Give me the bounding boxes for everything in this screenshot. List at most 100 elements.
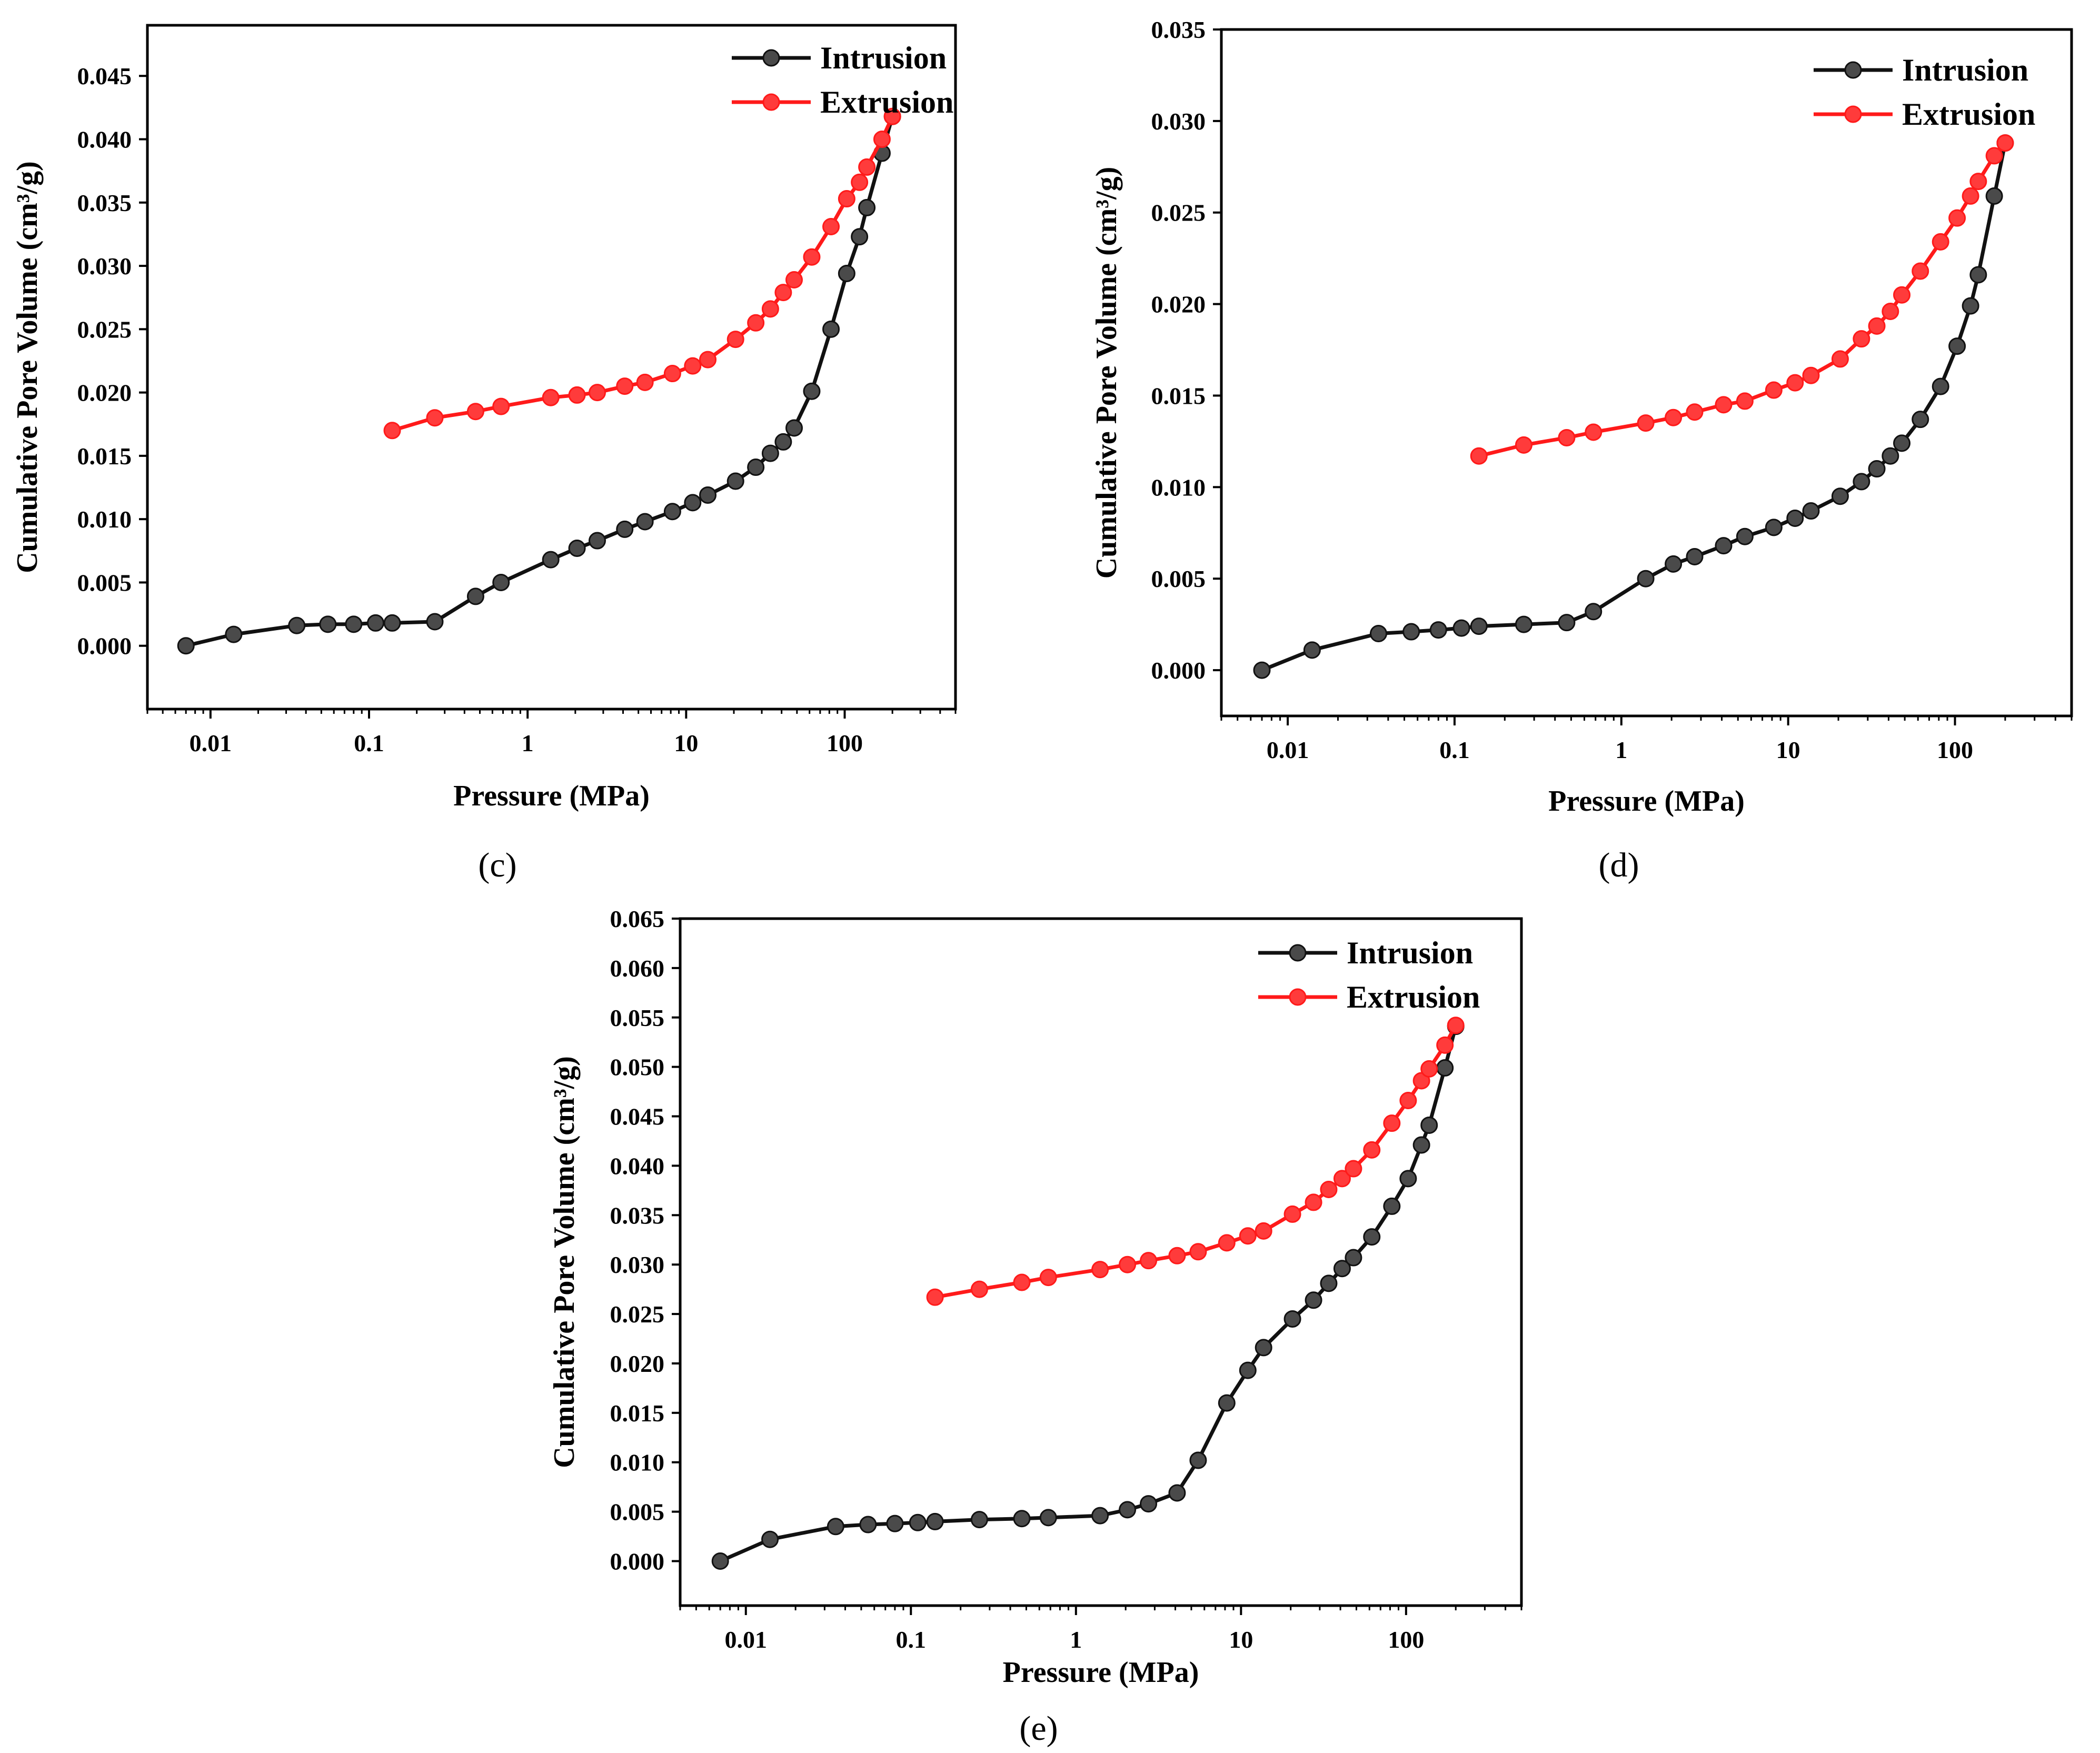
intrusion-point xyxy=(1091,1507,1109,1525)
intrusion-point xyxy=(711,1552,729,1570)
intrusion-point xyxy=(1948,337,1966,355)
y-tick-label: 0.015 xyxy=(77,443,132,470)
intrusion-point xyxy=(726,472,744,490)
intrusion-point xyxy=(1882,447,1899,465)
x-tick-label: 10 xyxy=(674,730,698,756)
x-axis-label: Pressure (MPa) xyxy=(453,780,650,812)
intrusion-point xyxy=(1736,527,1754,545)
extrusion-point xyxy=(616,377,634,395)
extrusion-point xyxy=(542,389,560,406)
intrusion-point xyxy=(1218,1394,1236,1412)
extrusion-point xyxy=(1765,381,1783,399)
y-tick-label: 0.000 xyxy=(1151,657,1206,684)
y-tick-label: 0.030 xyxy=(1151,108,1206,135)
extrusion-point xyxy=(1802,366,1820,384)
extrusion-point xyxy=(684,357,702,375)
extrusion-point xyxy=(1786,374,1804,392)
chart-panel-d: 0.000 0.005 0.010 0.015 0.020 0.025 0.030 0.035… xyxy=(1090,16,2073,884)
intrusion-point xyxy=(909,1513,927,1531)
extrusion-point xyxy=(1831,350,1849,368)
extrusion-point xyxy=(492,397,510,415)
intrusion-point xyxy=(1402,623,1420,641)
intrusion-point xyxy=(1686,547,1704,565)
extrusion-point xyxy=(1320,1180,1338,1198)
plot-frame xyxy=(1220,28,2073,718)
x-tick-label: 0.1 xyxy=(354,730,384,756)
intrusion-point xyxy=(838,264,855,282)
extrusion-point xyxy=(785,271,803,289)
x-tick-label: 100 xyxy=(827,730,863,756)
y-tick-label: 0.020 xyxy=(1151,291,1206,318)
legend-intrusion-label: Intrusion xyxy=(820,41,947,75)
intrusion-point xyxy=(1255,1339,1272,1357)
intrusion-point xyxy=(366,614,384,632)
intrusion-point xyxy=(1786,509,1804,527)
intrusion-point xyxy=(886,1515,904,1532)
intrusion-point xyxy=(588,532,606,550)
extrusion-point xyxy=(1333,1170,1351,1188)
extrusion-point xyxy=(1686,403,1704,421)
extrusion-point xyxy=(1255,1222,1272,1240)
intrusion-point xyxy=(970,1511,988,1529)
extrusion-point xyxy=(1345,1160,1362,1178)
y-axis-label: Cumulative Pore Volume (cm³/g) xyxy=(1090,167,1123,579)
legend-extrusion-marker xyxy=(1844,105,1862,123)
extrusion-point xyxy=(1447,1017,1465,1034)
legend-extrusion-label: Extrusion xyxy=(1347,980,1480,1014)
extrusion-point xyxy=(858,158,876,176)
intrusion-point xyxy=(859,1516,877,1533)
intrusion-point xyxy=(1853,473,1870,491)
extrusion-point xyxy=(1893,286,1911,304)
intrusion-point xyxy=(177,637,195,655)
extrusion-point xyxy=(588,384,606,402)
intrusion-point xyxy=(1436,1059,1454,1077)
extrusion-point xyxy=(636,373,654,391)
extrusion-point xyxy=(1637,414,1655,432)
extrusion-point xyxy=(1239,1227,1257,1245)
intrusion-point xyxy=(288,616,306,634)
intrusion-point xyxy=(1420,1116,1438,1134)
intrusion-point xyxy=(1637,570,1655,587)
intrusion-point xyxy=(616,520,634,538)
intrusion-point xyxy=(636,513,654,531)
extrusion-point xyxy=(1013,1273,1031,1291)
intrusion-point xyxy=(1585,603,1603,621)
y-tick-label: 0.040 xyxy=(77,126,132,153)
extrusion-point xyxy=(851,173,869,191)
extrusion-point xyxy=(1470,447,1488,465)
intrusion-point xyxy=(803,382,821,400)
intrusion-point xyxy=(761,1530,779,1548)
panel-caption-e: (e) xyxy=(1019,1709,1058,1748)
extrusion-point xyxy=(1736,392,1754,410)
y-tick-label: 0.045 xyxy=(77,63,132,89)
extrusion-point xyxy=(1962,187,1979,205)
intrusion-point xyxy=(1239,1361,1257,1379)
extrusion-point xyxy=(803,248,821,266)
extrusion-point xyxy=(822,217,840,235)
y-tick-label: 0.000 xyxy=(77,633,132,660)
extrusion-point xyxy=(1039,1269,1057,1287)
x-tick-label: 0.01 xyxy=(725,1626,768,1653)
intrusion-point xyxy=(1189,1451,1207,1469)
extrusion-point xyxy=(1420,1060,1438,1078)
intrusion-point xyxy=(1140,1495,1158,1513)
intrusion-point xyxy=(319,615,337,633)
intrusion-point xyxy=(1912,411,1929,429)
intrusion-point xyxy=(699,486,717,504)
y-tick-label: 0.035 xyxy=(610,1202,665,1229)
extrusion-point xyxy=(761,300,779,318)
y-tick-label: 0.025 xyxy=(610,1301,665,1328)
intrusion-point xyxy=(1303,641,1321,659)
intrusion-point xyxy=(492,573,510,591)
extrusion-point xyxy=(1363,1141,1381,1159)
intrusion-point xyxy=(1013,1510,1031,1528)
extrusion-point xyxy=(1305,1193,1322,1211)
y-tick-label: 0.015 xyxy=(1151,382,1206,409)
intrusion-point xyxy=(1039,1509,1057,1527)
intrusion-point xyxy=(1893,434,1911,452)
y-tick-label: 0.060 xyxy=(610,955,665,982)
intrusion-point xyxy=(1932,377,1949,395)
intrusion-point xyxy=(1119,1501,1137,1519)
legend-intrusion-marker xyxy=(1289,944,1307,962)
